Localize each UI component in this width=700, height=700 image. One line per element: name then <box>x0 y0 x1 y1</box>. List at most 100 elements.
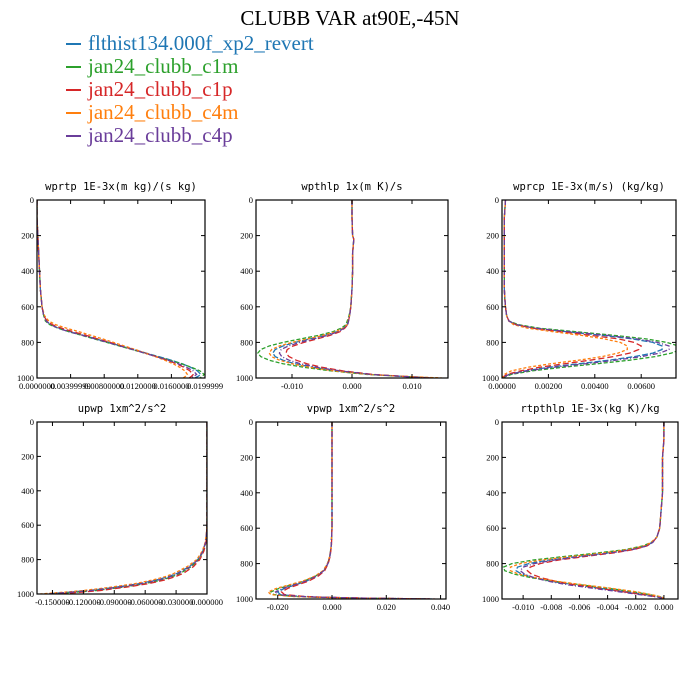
x-tick-label: -0.030000 <box>159 597 194 607</box>
series-line <box>502 200 628 378</box>
legend-swatch <box>66 134 81 137</box>
y-tick-label: 0 <box>249 417 253 427</box>
series-line <box>37 200 195 378</box>
x-tick-label: -0.060000 <box>128 597 163 607</box>
x-tick-label: 0.00399999 <box>50 381 90 391</box>
x-tick-label: 0.0000000 <box>19 381 55 391</box>
x-tick-label: -0.010 <box>512 602 534 612</box>
series-line <box>37 200 205 378</box>
y-tick-label: 600 <box>486 523 499 533</box>
legend-item: jan24_clubb_c4p <box>66 123 314 147</box>
y-tick-label: 600 <box>486 302 499 312</box>
series-line <box>37 200 198 378</box>
y-tick-label: 1000 <box>236 373 253 383</box>
x-tick-label: 0.0160000 <box>153 381 189 391</box>
y-tick-label: 600 <box>21 302 34 312</box>
y-tick-label: 0 <box>30 417 34 427</box>
x-tick-label: -0.010 <box>281 381 303 391</box>
series-line <box>267 422 425 599</box>
y-tick-label: 800 <box>486 559 499 569</box>
x-tick-label: 0.000 <box>322 602 341 612</box>
series-line <box>515 422 665 599</box>
legend-item: jan24_clubb_c1p <box>66 77 314 101</box>
series-line <box>44 422 207 594</box>
x-tick-label: 0.000000 <box>191 597 223 607</box>
y-tick-label: 400 <box>240 488 253 498</box>
legend-swatch <box>66 42 81 45</box>
x-tick-label: 0.010 <box>402 381 421 391</box>
y-tick-label: 1000 <box>17 373 34 383</box>
x-tick-label: 0.00400 <box>581 381 609 391</box>
y-tick-label: 200 <box>21 231 34 241</box>
y-tick-label: 200 <box>240 452 253 462</box>
series-line <box>502 422 665 599</box>
y-tick-label: 200 <box>21 451 34 461</box>
y-tick-label: 600 <box>240 302 253 312</box>
x-tick-label: -0.090000 <box>97 597 132 607</box>
x-tick-label: 0.000 <box>342 381 361 391</box>
legend-item: jan24_clubb_c4m <box>66 100 314 124</box>
y-tick-label: 1000 <box>236 594 253 604</box>
legend-label: jan24_clubb_c1p <box>88 77 233 101</box>
y-tick-label: 1000 <box>17 589 34 599</box>
panel-title: rtpthlp 1E-3x(kg K)/kg <box>520 403 659 415</box>
series-line <box>37 200 202 378</box>
panel-title: upwp 1xm^2/s^2 <box>78 403 167 415</box>
panel-title: wprtp 1E-3x(m kg)/(s kg) <box>45 181 197 193</box>
y-tick-label: 600 <box>240 523 253 533</box>
x-tick-label: -0.120000 <box>66 597 101 607</box>
series-line <box>285 200 432 378</box>
panel-title: wprcp 1E-3x(m/s) (kg/kg) <box>513 181 665 193</box>
series-line <box>509 422 665 599</box>
series-line <box>52 422 207 594</box>
series-line <box>37 200 189 378</box>
y-tick-label: 0 <box>495 195 499 205</box>
y-tick-label: 0 <box>495 417 499 427</box>
y-tick-label: 0 <box>249 195 253 205</box>
x-tick-label: 0.00800000 <box>84 381 124 391</box>
series-line <box>502 200 663 378</box>
y-tick-label: 600 <box>21 520 34 530</box>
plot-frame <box>501 421 679 600</box>
y-tick-label: 800 <box>486 337 499 347</box>
x-tick-label: -0.004 <box>597 602 620 612</box>
y-tick-label: 800 <box>21 555 34 565</box>
y-tick-label: 400 <box>21 266 34 276</box>
series-line <box>502 200 670 378</box>
y-tick-label: 1000 <box>482 594 499 604</box>
series-line <box>274 422 432 599</box>
series-line <box>519 422 665 599</box>
y-tick-label: 800 <box>240 559 253 569</box>
y-tick-label: 400 <box>486 488 499 498</box>
x-tick-label: 0.0199999 <box>187 381 223 391</box>
y-tick-label: 400 <box>486 266 499 276</box>
series-line <box>269 422 428 599</box>
legend-swatch <box>66 88 81 91</box>
series-line <box>47 422 207 594</box>
panel: vpwp 1xm^2/s^2 0 200 400 600 800 1000 -0.020 0.0… <box>236 403 450 612</box>
x-tick-label: 0.00200 <box>535 381 563 391</box>
y-tick-label: 400 <box>21 486 34 496</box>
x-tick-label: 0.000 <box>654 602 673 612</box>
y-tick-label: 0 <box>30 195 34 205</box>
plot-frame <box>36 199 206 379</box>
panel-title: vpwp 1xm^2/s^2 <box>307 403 396 415</box>
panel: rtpthlp 1E-3x(kg K)/kg 0 200 400 600 800 1000 -… <box>482 403 679 612</box>
series-line <box>56 422 207 594</box>
y-tick-label: 800 <box>240 337 253 347</box>
legend-swatch <box>66 65 81 68</box>
y-tick-label: 800 <box>21 337 34 347</box>
x-tick-label: -0.002 <box>625 602 647 612</box>
series-line <box>278 200 429 378</box>
plot-frame <box>501 199 677 379</box>
y-tick-label: 200 <box>486 452 499 462</box>
y-tick-label: 1000 <box>482 373 499 383</box>
legend-label: jan24_clubb_c4p <box>88 123 233 147</box>
x-tick-label: 0.040 <box>431 602 450 612</box>
x-tick-label: 0.00600 <box>627 381 655 391</box>
x-tick-label: 0.0120000 <box>120 381 156 391</box>
y-tick-label: 200 <box>240 231 253 241</box>
x-tick-label: -0.020 <box>267 602 289 612</box>
legend-item: flthist134.000f_xp2_revert <box>66 31 314 55</box>
